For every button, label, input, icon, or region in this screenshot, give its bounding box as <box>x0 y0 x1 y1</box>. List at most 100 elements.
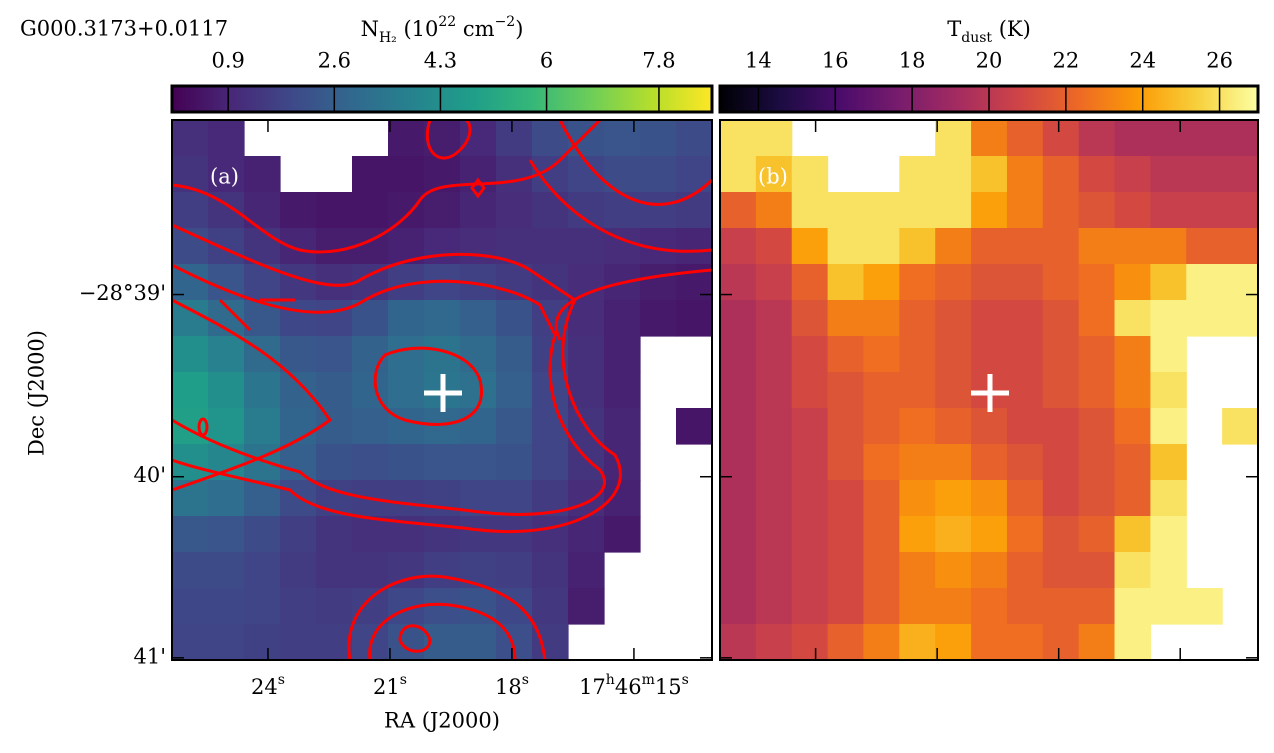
map-cell <box>496 552 533 589</box>
map-cell <box>791 588 829 625</box>
map-cell <box>316 588 353 625</box>
map-cell <box>1186 300 1223 337</box>
map-cell <box>460 156 497 193</box>
map-cell <box>935 192 972 229</box>
map-cell <box>1150 336 1187 373</box>
map-cell <box>1078 444 1116 481</box>
map-cell <box>244 372 281 409</box>
map-cell <box>568 552 605 589</box>
map-cell <box>388 300 425 337</box>
map-cell <box>791 264 829 301</box>
axes-frame <box>171 119 713 661</box>
map-cell <box>1078 480 1116 517</box>
x-tick-label: 24s <box>251 672 285 699</box>
map-cell <box>1186 264 1223 301</box>
map-cell <box>568 300 605 337</box>
map-cell <box>1006 588 1044 625</box>
map-cell <box>496 264 533 301</box>
map-cell <box>755 552 793 589</box>
colorbar-tick-label: 16 <box>822 49 849 73</box>
map-cell <box>1078 516 1116 553</box>
map-cell <box>1150 156 1187 193</box>
map-cell <box>208 156 245 193</box>
map-cell <box>863 336 900 373</box>
map-cell <box>1186 120 1223 157</box>
map-cell <box>755 624 793 661</box>
map-cell <box>388 336 425 373</box>
contour <box>528 159 712 253</box>
map-cell <box>935 372 972 409</box>
text-part: s <box>522 672 529 688</box>
map-cell <box>720 588 757 625</box>
chart-title: G000.3173+0.0117 <box>20 17 228 41</box>
map-cell <box>172 588 209 625</box>
text-part: T <box>947 17 961 41</box>
map-cell <box>172 480 209 517</box>
map-cell <box>208 480 245 517</box>
map-cell <box>1078 264 1116 301</box>
map-cell <box>460 408 497 445</box>
map-cell <box>791 624 829 661</box>
map-cell <box>352 516 389 553</box>
map-cell <box>388 120 425 157</box>
map-cell <box>604 336 641 373</box>
map-cell <box>1150 444 1187 481</box>
map-cell <box>1150 120 1187 157</box>
map-cell <box>935 120 972 157</box>
map-cell <box>791 156 829 193</box>
text-part: 18 <box>495 675 522 699</box>
map-cell <box>720 192 757 229</box>
map-cell <box>352 444 389 481</box>
map-cell <box>720 372 757 409</box>
text-part: s <box>682 672 689 688</box>
text-part: h <box>606 672 615 688</box>
map-cell <box>1186 156 1223 193</box>
map-cell <box>388 372 425 409</box>
map-cell <box>1150 408 1187 445</box>
panel-label: (a) <box>210 165 239 189</box>
map-cell <box>244 624 281 661</box>
map-cell <box>1114 228 1151 265</box>
source-marker <box>971 374 1009 412</box>
map-cell <box>280 624 317 661</box>
map-cell <box>1078 228 1116 265</box>
map-cell <box>827 588 865 625</box>
map-cell <box>971 624 1008 661</box>
map-cell <box>352 300 389 337</box>
map-cell <box>532 516 569 553</box>
map-cell <box>791 516 829 553</box>
text-part: s <box>400 672 407 688</box>
map-cell <box>460 444 497 481</box>
text-part: N <box>361 17 379 41</box>
map-cell <box>1150 480 1187 517</box>
map-cell <box>1006 444 1044 481</box>
map-cell <box>827 516 865 553</box>
map-cell <box>720 552 757 589</box>
text-part: −2 <box>495 14 516 30</box>
map-cell <box>316 372 353 409</box>
map-cell <box>935 264 972 301</box>
map-cell <box>460 120 497 157</box>
map-cell <box>460 516 497 553</box>
map-cell <box>720 444 757 481</box>
map-cell <box>1222 300 1259 337</box>
map-cell <box>316 444 353 481</box>
map-cell <box>1114 372 1151 409</box>
map-cell <box>863 552 900 589</box>
map-cell <box>676 156 713 193</box>
map-cell <box>1006 624 1044 661</box>
map-cell <box>827 552 865 589</box>
map-cell <box>352 336 389 373</box>
map-cell <box>827 624 865 661</box>
contour <box>197 417 209 437</box>
map-cell <box>208 120 245 157</box>
map-cell <box>899 192 936 229</box>
map-cell <box>1114 120 1151 157</box>
map-cell <box>640 300 677 337</box>
map-cell <box>720 516 757 553</box>
map-cell <box>1006 552 1044 589</box>
map-cell <box>827 300 865 337</box>
x-tick-label: 21s <box>373 672 407 699</box>
map-cell <box>172 300 209 337</box>
